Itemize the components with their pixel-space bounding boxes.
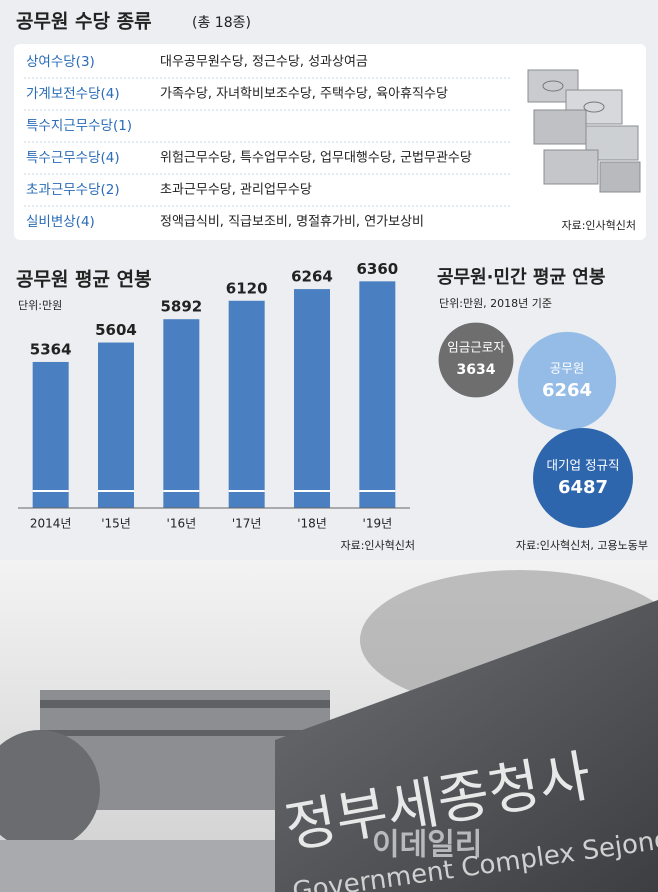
bar bbox=[163, 319, 200, 508]
table-title: 공무원 수당 종류 bbox=[16, 11, 152, 33]
bubble-label: 임금근로자 bbox=[447, 340, 505, 355]
row-items: 정액급식비, 직급보조비, 명절휴가비, 연가보상비 bbox=[160, 215, 424, 230]
bar bbox=[228, 300, 265, 508]
value-label: 6120 bbox=[226, 279, 268, 297]
row-name: 특수근무수당(4) bbox=[26, 150, 120, 166]
bar bbox=[359, 281, 396, 508]
photo: 정부세종청사 Government Complex Sejong 이데일리 bbox=[0, 560, 658, 892]
chart-subtitle: 단위:만원, 2018년 기준 bbox=[439, 297, 552, 310]
bubble bbox=[517, 331, 617, 431]
chart-source: 자료:인사혁신처, 고용노동부 bbox=[516, 539, 648, 552]
x-tick-label: '17년 bbox=[232, 517, 262, 531]
row-name: 초과근무수당(2) bbox=[26, 182, 120, 198]
row-name: 특수지근무수당(1) bbox=[26, 118, 132, 134]
chart-title: 공무원·민간 평균 연봉 bbox=[437, 267, 605, 288]
bubble bbox=[533, 428, 633, 528]
sign-wall bbox=[275, 600, 658, 892]
x-tick-label: 2014년 bbox=[30, 517, 72, 531]
bar bbox=[294, 289, 330, 508]
chart-title: 공무원 평균 연봉 bbox=[16, 269, 152, 291]
watermark: 이데일리 bbox=[372, 828, 482, 863]
value-label: 6360 bbox=[356, 260, 398, 278]
bubble bbox=[438, 322, 514, 398]
row-items: 위험근무수당, 특수업무수당, 업무대행수당, 군법무관수당 bbox=[160, 150, 472, 166]
value-label: 6264 bbox=[291, 268, 333, 286]
row-items: 가족수당, 자녀학비보조수당, 주택수당, 육아휴직수당 bbox=[160, 87, 448, 102]
x-tick-label: '19년 bbox=[363, 517, 393, 531]
bar bbox=[32, 361, 69, 508]
table-source: 자료:인사혁신처 bbox=[561, 219, 636, 232]
value-label: 5364 bbox=[30, 340, 72, 358]
row-items: 대우공무원수당, 정근수당, 성과상여금 bbox=[160, 55, 368, 70]
table-subtitle: (총 18종) bbox=[192, 15, 251, 31]
row-name: 실비변상(4) bbox=[26, 214, 95, 230]
row-name: 가계보전수당(4) bbox=[26, 86, 120, 102]
chart-subtitle: 단위:만원 bbox=[18, 299, 62, 312]
building-band bbox=[40, 730, 330, 736]
row-items: 초과근무수당, 관리업무수당 bbox=[160, 183, 312, 198]
table-panel bbox=[14, 44, 646, 240]
bubble-label: 대기업 정규직 bbox=[547, 458, 620, 473]
bubble-label: 공무원 bbox=[550, 361, 585, 376]
x-tick-label: '16년 bbox=[167, 517, 197, 531]
chart-source: 자료:인사혁신처 bbox=[340, 539, 415, 552]
money-stack-illustration bbox=[527, 69, 641, 193]
trees bbox=[0, 730, 100, 850]
x-tick-label: '15년 bbox=[101, 517, 131, 531]
bubble-value: 6487 bbox=[558, 477, 608, 498]
x-tick-label: '18년 bbox=[297, 517, 327, 531]
value-label: 5604 bbox=[95, 321, 137, 339]
bar bbox=[98, 342, 134, 508]
bubble-value: 3634 bbox=[457, 362, 496, 378]
row-name: 상여수당(3) bbox=[26, 54, 95, 70]
bubble-value: 6264 bbox=[542, 380, 592, 401]
value-label: 5892 bbox=[160, 298, 202, 316]
building-band bbox=[40, 700, 330, 708]
